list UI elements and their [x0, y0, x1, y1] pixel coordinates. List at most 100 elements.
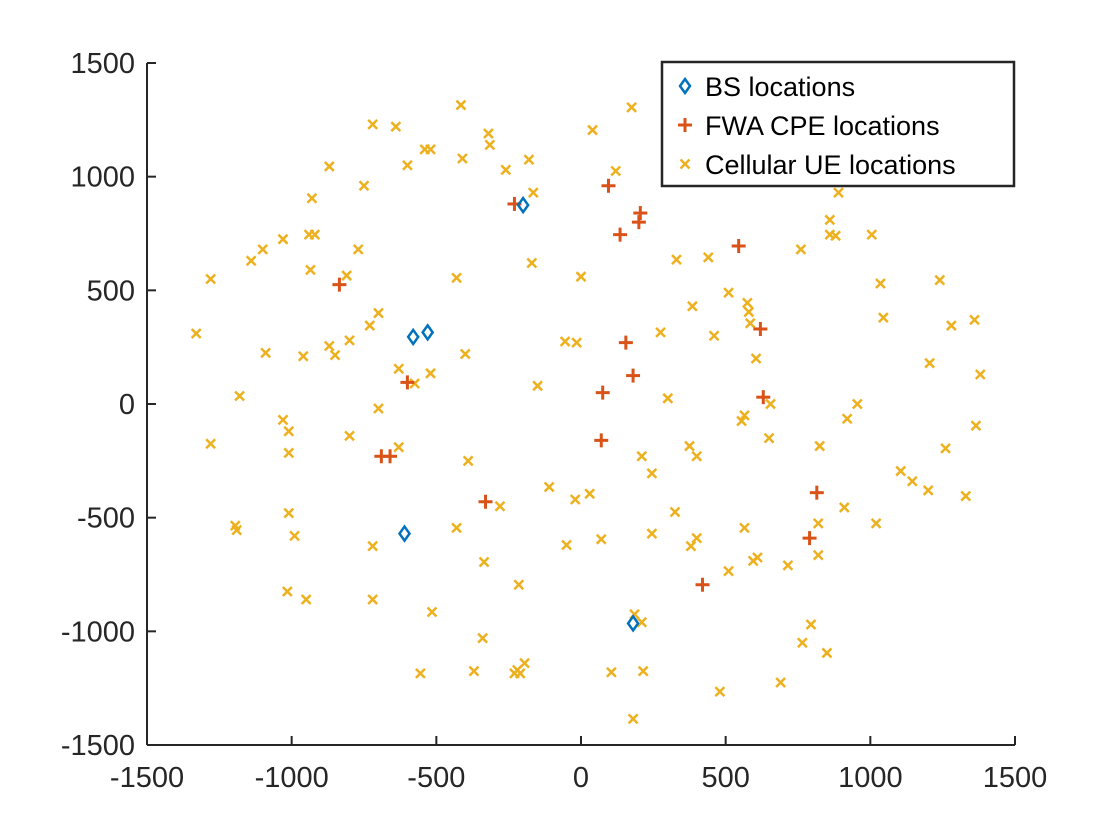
data-point-plus — [601, 178, 616, 193]
data-point-x — [393, 363, 405, 375]
data-point-x — [587, 124, 598, 136]
data-point-diamond — [406, 327, 420, 347]
data-point-x — [838, 502, 850, 513]
y-tick-label: -1500 — [61, 730, 135, 762]
data-point-x — [782, 560, 794, 571]
data-point-plus — [613, 227, 628, 242]
data-point-x — [812, 549, 824, 561]
data-point-x — [775, 677, 787, 688]
data-point-x — [305, 264, 316, 276]
data-point-x — [283, 425, 295, 437]
x-tick-label: 0 — [573, 762, 589, 794]
data-point-x — [662, 392, 674, 404]
data-point-x — [277, 233, 289, 245]
data-point-x — [723, 287, 734, 298]
y-tick-label: 1500 — [70, 48, 135, 80]
data-point-x — [708, 330, 720, 342]
data-point-x — [323, 161, 335, 172]
x-tick-label: 500 — [701, 762, 749, 794]
data-point-x — [685, 540, 697, 552]
data-point-x — [373, 403, 384, 414]
data-point-x — [456, 153, 468, 164]
data-point-x — [329, 349, 341, 361]
data-point-plus — [618, 335, 633, 350]
data-point-x — [283, 507, 295, 519]
data-point-x — [513, 579, 525, 591]
data-point-x — [367, 118, 379, 130]
data-point-x — [532, 380, 543, 392]
data-point-x — [691, 532, 703, 544]
data-point-x — [190, 328, 202, 339]
data-point-x — [691, 450, 703, 462]
data-point-x — [812, 517, 824, 529]
legend-label: Cellular UE locations — [705, 150, 956, 180]
legend-entries: BS locations FWA CPE locations Cellular UE… — [678, 72, 956, 180]
data-point-x — [805, 619, 817, 630]
data-point-x — [373, 307, 384, 319]
legend-label: FWA CPE locations — [705, 111, 940, 141]
data-point-x — [569, 494, 581, 505]
data-point-plus — [753, 321, 768, 336]
data-point-plus — [383, 449, 398, 464]
data-point-x — [646, 467, 658, 479]
data-point-plus — [802, 531, 817, 546]
data-point-x — [468, 665, 480, 677]
data-point-x — [960, 490, 972, 502]
data-point-x — [571, 337, 583, 349]
data-point-x — [714, 686, 726, 697]
data-point-plus — [595, 385, 610, 400]
data-point-x — [922, 485, 934, 496]
data-point-x — [866, 229, 878, 241]
data-point-plus — [332, 277, 347, 292]
data-point-x — [605, 666, 617, 678]
data-point-x — [796, 637, 808, 649]
data-point-x — [462, 455, 474, 467]
data-point-x — [494, 500, 506, 512]
data-point-x — [527, 187, 539, 198]
data-point-x — [514, 668, 526, 679]
legend-marker-x — [679, 158, 691, 170]
data-point-x — [543, 481, 555, 493]
data-point-x — [610, 165, 622, 177]
data-point-x — [523, 154, 535, 166]
data-point-x — [833, 187, 844, 198]
series-x — [190, 99, 986, 725]
data-point-x — [584, 488, 596, 500]
data-point-x — [234, 390, 245, 402]
x-axis-ticks: -1500 -1000 -500 0 500 1000 1500 — [110, 736, 1047, 794]
data-point-x — [723, 565, 734, 577]
data-point-x — [459, 348, 471, 360]
data-point-x — [277, 414, 289, 426]
y-tick-label: 500 — [87, 275, 135, 307]
data-point-x — [575, 271, 587, 283]
data-point-x — [257, 244, 269, 255]
data-point-x — [426, 606, 438, 618]
x-tick-label: 1500 — [983, 762, 1048, 794]
y-tick-label: -1000 — [61, 616, 135, 648]
x-tick-label: -500 — [407, 762, 465, 794]
y-tick-label: 0 — [119, 389, 135, 421]
data-point-x — [671, 254, 682, 266]
data-point-x — [637, 665, 649, 677]
y-tick-label: 1000 — [70, 162, 135, 194]
data-point-x — [390, 121, 402, 133]
data-point-x — [851, 398, 863, 410]
data-point-plus — [809, 485, 824, 500]
data-point-x — [945, 320, 957, 331]
data-point-x — [205, 438, 217, 450]
data-point-x — [415, 668, 426, 679]
data-point-x — [478, 556, 490, 568]
data-point-x — [358, 180, 370, 192]
data-point-plus — [594, 433, 609, 448]
data-point-x — [702, 251, 714, 263]
data-point-x — [309, 229, 321, 241]
data-point-diamond — [397, 524, 412, 543]
data-point-plus — [695, 577, 710, 592]
x-tick-label: 1000 — [838, 762, 903, 794]
data-point-x — [741, 297, 753, 309]
legend-box — [660, 60, 1016, 188]
data-point-x — [646, 528, 658, 539]
data-point-x — [824, 214, 836, 226]
data-point-plus — [400, 375, 415, 390]
data-point-x — [289, 530, 300, 542]
